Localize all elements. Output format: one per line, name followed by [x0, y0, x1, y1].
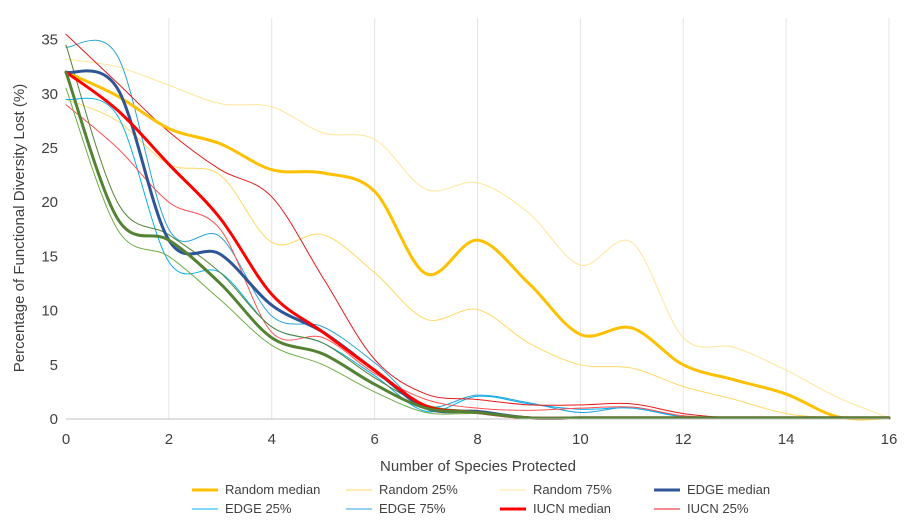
y-tick-label: 10 — [41, 303, 58, 320]
legend-item-edge-25-: EDGE 25% — [192, 501, 292, 516]
y-axis-title: Percentage of Functional Diversity Lost … — [11, 84, 28, 372]
y-tick-label: 15 — [41, 248, 58, 265]
x-tick-label: 4 — [268, 431, 276, 448]
line-random-75- — [65, 58, 890, 419]
x-axis-title: Number of Species Protected — [380, 458, 576, 475]
legend-label: Random 75% — [533, 482, 612, 497]
series-lines — [64, 33, 891, 421]
legend-label: Random median — [225, 482, 320, 497]
legend-label: EDGE 25% — [225, 501, 292, 516]
x-tick-label: 12 — [675, 431, 692, 448]
legend-label: IUCN median — [533, 501, 611, 516]
x-tick-label: 6 — [370, 431, 378, 448]
y-tick-label: 20 — [41, 194, 58, 211]
y-tick-label: 5 — [50, 357, 58, 374]
x-tick-label: 16 — [881, 431, 898, 448]
x-tick-label: 0 — [62, 431, 70, 448]
y-tick-label: 25 — [41, 140, 58, 157]
y-tick-labels: 0 5 10 15 20 25 30 35 — [41, 32, 58, 428]
y-tick-label: 30 — [41, 86, 58, 103]
line-series-9 — [64, 70, 891, 420]
y-tick-label: 0 — [50, 411, 58, 428]
legend-label: IUCN 25% — [687, 501, 749, 516]
legend-item-edge-median: EDGE median — [654, 482, 770, 497]
line-random-median — [64, 70, 891, 421]
legend-label: EDGE 75% — [379, 501, 446, 516]
gridlines — [168, 18, 890, 419]
legend-label: EDGE median — [687, 482, 770, 497]
legend: Random median Random 25% Random 75% EDGE me… — [192, 482, 770, 516]
y-tick-label: 35 — [41, 32, 58, 49]
legend-item-iucn-25-: IUCN 25% — [654, 501, 749, 516]
x-tick-label: 10 — [572, 431, 589, 448]
legend-item-random-75-: Random 75% — [500, 482, 612, 497]
legend-item-iucn-median: IUCN median — [500, 501, 611, 516]
x-tick-label: 14 — [778, 431, 795, 448]
x-tick-label: 8 — [473, 431, 481, 448]
legend-label: Random 25% — [379, 482, 458, 497]
x-tick-label: 2 — [165, 431, 173, 448]
legend-item-edge-75-: EDGE 75% — [346, 501, 446, 516]
legend-item-random-25-: Random 25% — [346, 482, 458, 497]
legend-item-random-median: Random median — [192, 482, 320, 497]
x-tick-labels: 0 2 4 6 8 10 12 14 16 — [62, 431, 898, 448]
line-random-25- — [65, 98, 890, 420]
